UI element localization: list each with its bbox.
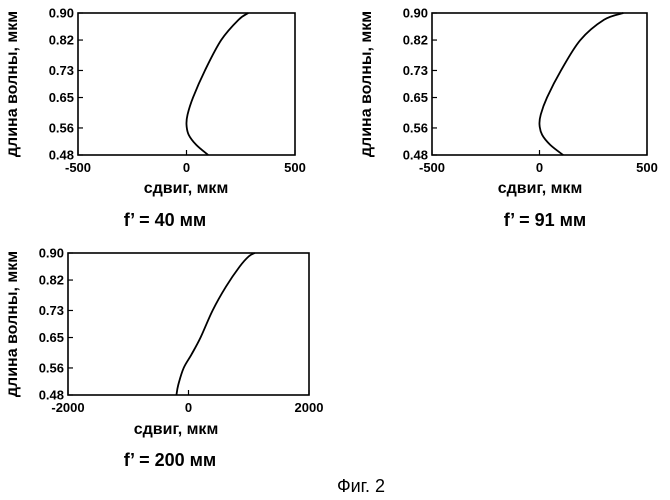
x-axis-title: сдвиг, мкм xyxy=(134,421,219,438)
chart-panel-f40: 0.900.820.730.650.560.48 -5000500 сдвиг,… xyxy=(4,6,306,231)
x-tick-label: 2000 xyxy=(295,400,324,415)
y-axis-title: длина волны, мкм xyxy=(4,11,21,157)
x-axis-title: сдвиг, мкм xyxy=(144,180,229,197)
plot-frame xyxy=(68,253,309,395)
y-tick-label: 0.56 xyxy=(403,120,428,135)
chart-subtitle: f’ = 40 мм xyxy=(124,210,207,230)
y-tick-label: 0.73 xyxy=(403,63,428,78)
plot-frame xyxy=(432,13,647,155)
y-tick-label: 0.90 xyxy=(49,6,74,21)
chart-subtitle: f’ = 91 мм xyxy=(504,210,587,230)
chart-panel-f91: 0.900.820.730.650.560.48 -5000500 сдвиг,… xyxy=(358,6,658,231)
y-tick-label: 0.73 xyxy=(39,303,64,318)
y-tick-label: 0.82 xyxy=(403,33,428,48)
x-tick-label: 0 xyxy=(185,400,192,415)
plot-frame xyxy=(78,13,295,155)
y-tick-label: 0.65 xyxy=(39,330,64,345)
y-tick-label: 0.90 xyxy=(403,6,428,21)
chart-subtitle: f’ = 200 мм xyxy=(124,450,217,470)
figure-caption: Фиг. 2 xyxy=(337,476,385,496)
x-tick-label: -500 xyxy=(419,160,445,175)
y-tick-label: 0.65 xyxy=(403,90,428,105)
x-axis-title: сдвиг, мкм xyxy=(498,180,583,197)
x-tick-label: -500 xyxy=(65,160,91,175)
y-tick-label: 0.65 xyxy=(49,90,74,105)
y-axis-title: длина волны, мкм xyxy=(358,11,375,157)
y-tick-label: 0.82 xyxy=(49,33,74,48)
x-tick-label: 500 xyxy=(284,160,306,175)
y-tick-label: 0.56 xyxy=(49,120,74,135)
y-axis-title: длина волны, мкм xyxy=(4,251,21,397)
y-tick-label: 0.56 xyxy=(39,360,64,375)
y-tick-label: 0.90 xyxy=(39,246,64,261)
x-tick-label: 0 xyxy=(536,160,543,175)
x-tick-label: 0 xyxy=(183,160,190,175)
y-tick-label: 0.82 xyxy=(39,273,64,288)
chart-panel-f200: 0.900.820.730.650.560.48 -200002000 сдви… xyxy=(4,246,323,471)
x-tick-label: 500 xyxy=(636,160,658,175)
y-tick-label: 0.73 xyxy=(49,63,74,78)
x-tick-label: -2000 xyxy=(51,400,84,415)
